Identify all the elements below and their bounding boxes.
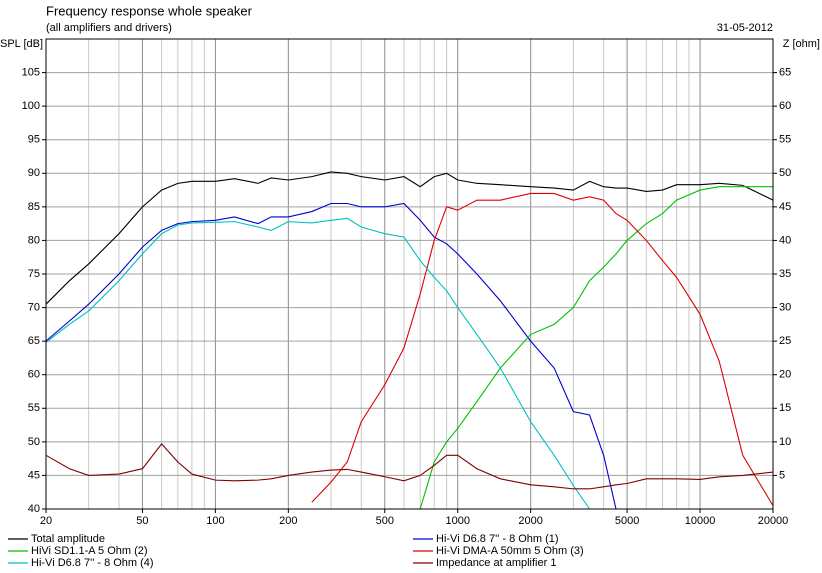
x-tick-label: 20000 <box>758 515 789 527</box>
legend: Total amplitude Hi-Vi D6.8 7'' - 8 Ohm (1… <box>8 533 584 569</box>
x-tick-label: 5000 <box>615 515 639 527</box>
series-line <box>46 186 773 509</box>
series-line <box>46 202 617 509</box>
x-tick-label: 2000 <box>518 515 542 527</box>
y2-axis-label: Z [ohm] <box>783 38 820 50</box>
y-tick-label: 40 <box>28 503 40 515</box>
plot-frame <box>45 38 774 510</box>
x-tick-label: 100 <box>206 515 224 527</box>
legend-label: Hi-Vi DMA-A 50mm 5 Ohm (3) <box>436 545 584 557</box>
series-line <box>46 443 773 490</box>
plot-lines <box>46 171 773 509</box>
x-tick-label: 500 <box>376 515 394 527</box>
y-tick-label: 85 <box>28 201 40 213</box>
x-tick-label: 20 <box>40 515 52 527</box>
y-tick-label: 80 <box>28 234 40 246</box>
series-line <box>46 217 591 509</box>
legend-label: Hi-Vi D6.8 7'' - 8 Ohm (1) <box>436 533 559 545</box>
y2-tick-label: 55 <box>779 134 791 146</box>
y2-tick-label: 5 <box>779 469 785 481</box>
series-line <box>311 192 773 506</box>
y2-tick-label: 60 <box>779 100 791 112</box>
y-tick-label: 45 <box>28 469 40 481</box>
legend-label: Total amplitude <box>31 533 105 545</box>
legend-label: Impedance at amplifier 1 <box>436 557 556 569</box>
chart-title: Frequency response whole speaker <box>46 3 253 18</box>
y-tick-label: 75 <box>28 268 40 280</box>
y-tick-label: 50 <box>28 436 40 448</box>
series-line <box>46 171 773 305</box>
x-tick-label: 50 <box>136 515 148 527</box>
x-tick-label: 200 <box>279 515 297 527</box>
y2-tick-label: 50 <box>779 167 791 179</box>
y-tick-label: 70 <box>28 301 40 313</box>
y-axis-label: SPL [dB] <box>0 38 43 50</box>
grid: 20 50 100 200 500 1000 2000 5000 10000 20000 40 45 5… <box>22 38 791 527</box>
y-tick-label: 90 <box>28 167 40 179</box>
legend-label: Hi-Vi D6.8 7'' - 8 Ohm (4) <box>31 557 154 569</box>
y2-tick-label: 65 <box>779 66 791 78</box>
y2-tick-label: 20 <box>779 369 791 381</box>
x-tick-label: 10000 <box>685 515 716 527</box>
y-tick-label: 105 <box>22 66 40 78</box>
y-tick-label: 95 <box>28 134 40 146</box>
x-tick-label: 1000 <box>445 515 469 527</box>
legend-label: HiVi SD1.1-A 5 Ohm (2) <box>31 545 148 557</box>
y-tick-label: 60 <box>28 369 40 381</box>
y-tick-label: 100 <box>22 100 40 112</box>
y2-tick-label: 40 <box>779 234 791 246</box>
y2-tick-label: 45 <box>779 201 791 213</box>
chart-date: 31-05-2012 <box>717 22 773 34</box>
y-tick-label: 65 <box>28 335 40 347</box>
y2-tick-label: 35 <box>779 268 791 280</box>
y2-tick-label: 30 <box>779 301 791 313</box>
y2-tick-label: 10 <box>779 436 791 448</box>
y2-tick-label: 15 <box>779 402 791 414</box>
y2-tick-label: 25 <box>779 335 791 347</box>
chart-subtitle: (all amplifiers and drivers) <box>46 22 172 34</box>
y-tick-label: 55 <box>28 402 40 414</box>
